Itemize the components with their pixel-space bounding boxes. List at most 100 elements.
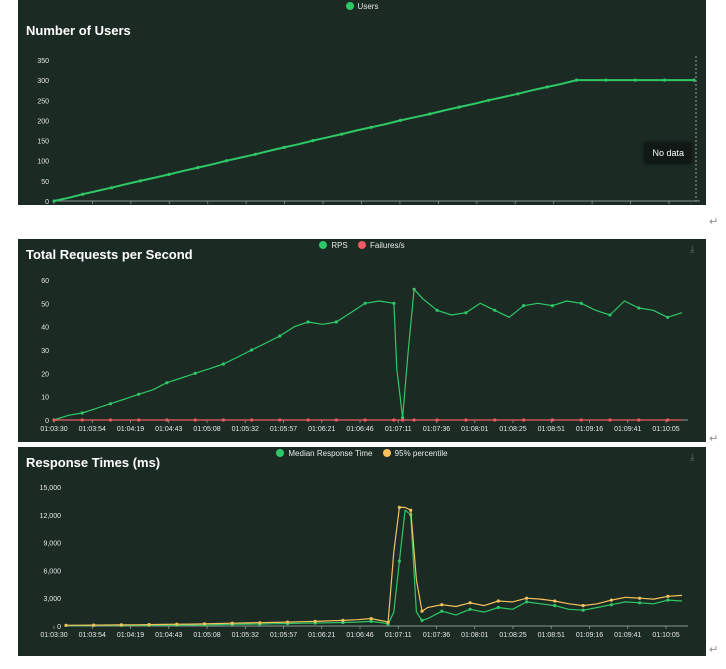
users-legend: Users bbox=[18, 2, 706, 11]
data-point bbox=[663, 78, 667, 82]
data-point bbox=[369, 125, 373, 129]
legend-failures[interactable]: Failures/s bbox=[358, 241, 405, 250]
y-tick-label: 0 bbox=[45, 418, 49, 425]
legend-p95[interactable]: 95% percentile bbox=[382, 449, 448, 458]
data-point bbox=[401, 418, 405, 422]
rps-chart-panel: Total Requests per Second RPS Failures/s… bbox=[18, 239, 706, 442]
x-tick-label: 01:04:19 bbox=[117, 632, 144, 639]
data-point bbox=[575, 78, 579, 82]
data-point bbox=[428, 112, 432, 116]
x-tick-label: 01:10:05 bbox=[652, 632, 679, 639]
data-point bbox=[278, 334, 282, 338]
rps-chart-svg: 0 10 20 30 40 50 60 01:03:30 01:03:54 01:04:19 01:… bbox=[40, 278, 688, 433]
data-point bbox=[80, 411, 84, 415]
data-point bbox=[250, 348, 254, 352]
paragraph-mark: ↵ bbox=[709, 216, 719, 228]
x-tick-label: 01:05:32 bbox=[232, 426, 259, 433]
y-tick-label: 20 bbox=[41, 371, 49, 378]
x-tick-label: 01:08:25 bbox=[499, 632, 526, 639]
data-point bbox=[420, 609, 424, 613]
legend-users[interactable]: Users bbox=[345, 2, 378, 11]
data-point bbox=[401, 416, 405, 420]
legend-median[interactable]: Median Response Time bbox=[276, 449, 372, 458]
response-legend: Median Response Time 95% percentile bbox=[18, 449, 706, 458]
data-point bbox=[581, 608, 585, 612]
x-tick-label: 01:03:30 bbox=[40, 426, 67, 433]
data-point bbox=[522, 304, 526, 308]
response-times-chart-svg: 0 3,000 6,000 9,000 12,000 15,000 01:03:30 01:0… bbox=[40, 485, 688, 639]
data-point bbox=[52, 418, 56, 422]
data-point bbox=[638, 596, 642, 600]
data-point bbox=[440, 609, 444, 613]
y-tick-label: 15,000 bbox=[40, 485, 62, 492]
data-point bbox=[609, 598, 614, 602]
data-point bbox=[108, 418, 113, 422]
data-point bbox=[52, 199, 56, 203]
data-point bbox=[285, 620, 290, 624]
data-point bbox=[550, 304, 555, 308]
data-point bbox=[692, 78, 696, 82]
x-tick-label: 01:09:16 bbox=[576, 426, 603, 433]
download-icon[interactable]: ⤓ bbox=[690, 452, 695, 463]
data-point bbox=[221, 418, 225, 422]
data-point bbox=[666, 594, 670, 598]
x-tick-label: 01:09:41 bbox=[614, 426, 641, 433]
x-tick-label: 01:08:51 bbox=[538, 426, 565, 433]
data-point bbox=[369, 617, 373, 621]
data-point bbox=[516, 92, 520, 96]
y-tick-label: 0 bbox=[45, 199, 49, 205]
data-point bbox=[409, 508, 413, 512]
x-tick-label: 01:07:36 bbox=[423, 632, 450, 639]
data-point bbox=[638, 601, 642, 605]
y-tick-label: 12,000 bbox=[40, 513, 62, 520]
x-tick-label: 01:04:19 bbox=[117, 426, 144, 433]
data-point bbox=[550, 418, 555, 422]
data-point bbox=[553, 599, 557, 603]
download-icon[interactable]: ⤓ bbox=[690, 244, 695, 255]
data-point bbox=[334, 320, 338, 324]
y-tick-label: 300 bbox=[37, 78, 49, 85]
data-point bbox=[108, 402, 113, 406]
data-point bbox=[165, 418, 169, 422]
data-point bbox=[553, 604, 557, 608]
x-tick-label: 01:03:30 bbox=[40, 632, 67, 639]
data-point bbox=[633, 78, 637, 82]
response-times-chart-panel: Response Times (ms) Median Response Time… bbox=[18, 447, 706, 656]
x-tick-label: 01:10:05 bbox=[652, 426, 679, 433]
x-tick-label: 01:05:57 bbox=[270, 632, 297, 639]
y-tick-label: 40 bbox=[41, 325, 49, 332]
series-line-95-percentile bbox=[65, 506, 683, 626]
data-point bbox=[119, 623, 123, 627]
data-point bbox=[468, 607, 472, 611]
x-tick-label: 01:05:57 bbox=[270, 426, 297, 433]
data-point bbox=[334, 418, 338, 422]
data-point bbox=[137, 418, 141, 422]
data-point bbox=[250, 418, 254, 422]
data-point bbox=[221, 362, 225, 366]
x-tick-label: 01:05:32 bbox=[232, 632, 259, 639]
data-point bbox=[175, 622, 179, 626]
y-tick-label: 0 bbox=[57, 624, 61, 631]
legend-failures-dot bbox=[358, 241, 366, 249]
x-tick-label: 01:04:43 bbox=[155, 632, 182, 639]
data-point bbox=[397, 559, 401, 563]
data-point bbox=[196, 166, 200, 170]
legend-rps[interactable]: RPS bbox=[319, 241, 348, 250]
y-tick-label: 200 bbox=[37, 118, 49, 125]
data-point bbox=[486, 98, 491, 102]
data-point bbox=[225, 159, 229, 163]
data-point bbox=[468, 601, 472, 605]
data-point bbox=[522, 418, 526, 422]
data-point bbox=[193, 371, 197, 375]
data-point bbox=[369, 619, 373, 623]
x-tick-label: 01:03:54 bbox=[79, 632, 106, 639]
data-point bbox=[306, 320, 310, 324]
data-point bbox=[440, 603, 444, 607]
users-chart-title: Number of Users bbox=[26, 23, 131, 38]
data-point bbox=[493, 308, 497, 312]
y-tick-label: 60 bbox=[41, 278, 49, 285]
y-tick-label: 100 bbox=[37, 159, 49, 166]
legend-rps-label: RPS bbox=[331, 241, 348, 250]
data-point bbox=[496, 599, 500, 603]
x-tick-label: 01:07:11 bbox=[385, 426, 412, 433]
